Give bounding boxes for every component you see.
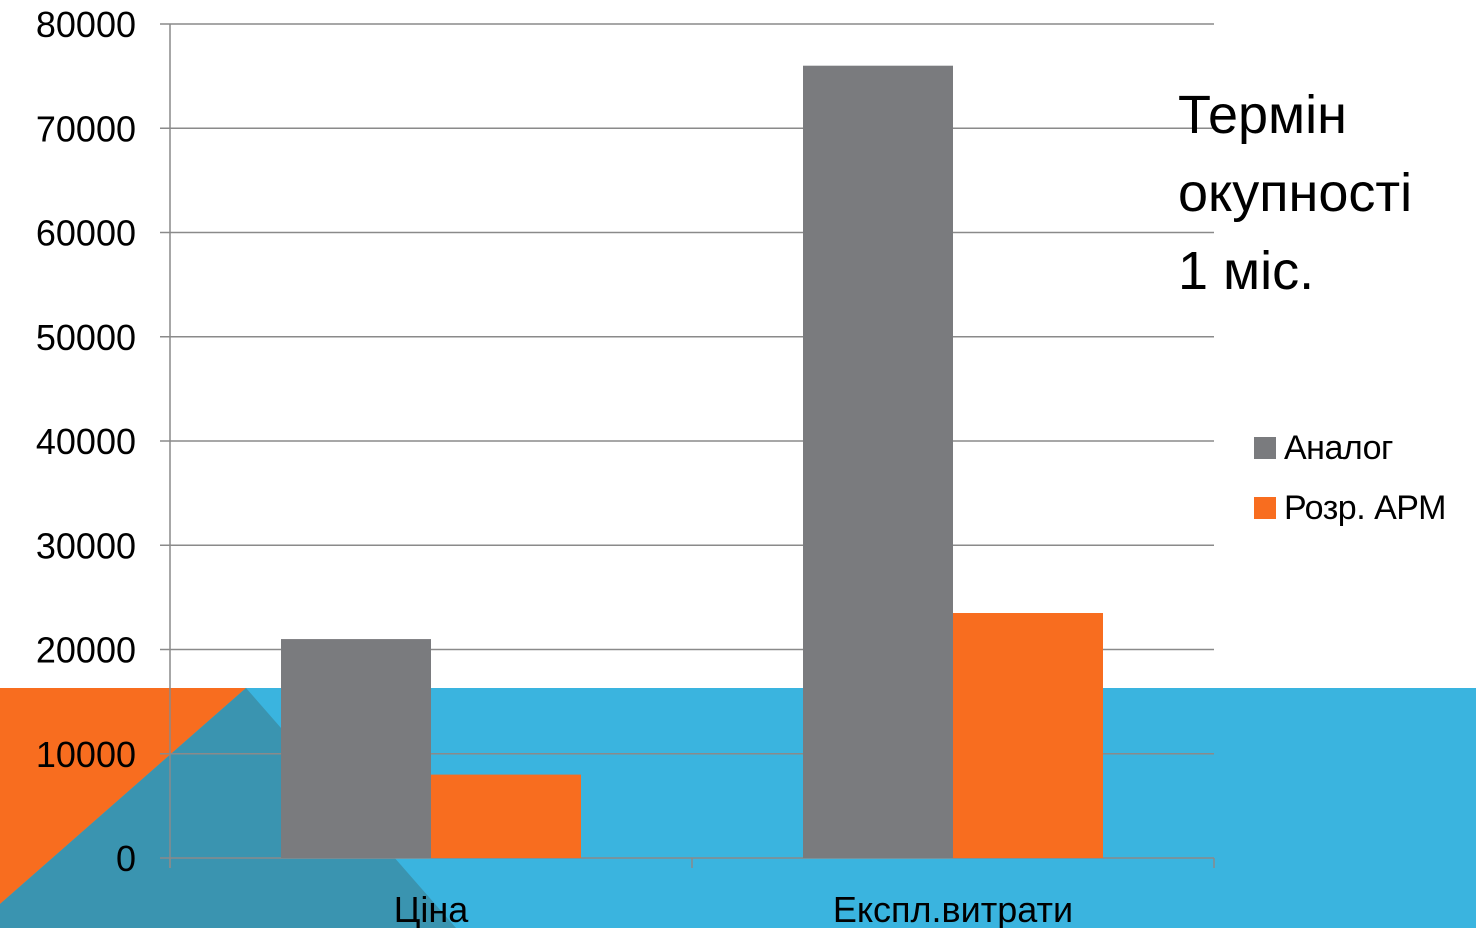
bars [281, 65, 1103, 858]
x-axis-tick-labels: Ціна Експл.витрати [394, 889, 1073, 928]
payback-annotation: Термін окупності 1 міс. [1178, 76, 1468, 310]
x-tick-label: Експл.витрати [833, 889, 1073, 928]
legend-item-arm: Розр. АРМ [1254, 478, 1446, 538]
annotation-line-3: 1 міс. [1178, 241, 1315, 301]
legend-label-arm: Розр. АРМ [1284, 488, 1446, 527]
bar-arm-0 [431, 774, 581, 858]
bar-arm-1 [953, 613, 1103, 858]
y-axis-tick-labels: 0 10000 20000 30000 40000 50000 60000 70000 8000… [36, 4, 136, 879]
legend: Аналог Розр. АРМ [1254, 418, 1446, 538]
y-tick-label: 10000 [36, 734, 136, 775]
y-tick-label: 0 [116, 838, 136, 879]
teal-triangle [0, 688, 456, 928]
legend-label-analog: Аналог [1284, 428, 1393, 467]
y-tick-label: 80000 [36, 4, 136, 45]
y-tick-label: 50000 [36, 317, 136, 358]
y-tick-label: 30000 [36, 525, 136, 566]
annotation-line-2: окупності [1178, 163, 1413, 223]
annotation-line-1: Термін [1178, 85, 1347, 145]
legend-item-analog: Аналог [1254, 418, 1446, 478]
y-tick-label: 40000 [36, 421, 136, 462]
y-tick-label: 60000 [36, 213, 136, 254]
legend-swatch-analog [1254, 437, 1276, 459]
bar-analog-0 [281, 639, 431, 858]
x-tick-label: Ціна [394, 889, 470, 928]
bar-analog-1 [803, 65, 953, 858]
y-tick-label: 20000 [36, 630, 136, 671]
legend-swatch-arm [1254, 497, 1276, 519]
y-tick-label: 70000 [36, 108, 136, 149]
